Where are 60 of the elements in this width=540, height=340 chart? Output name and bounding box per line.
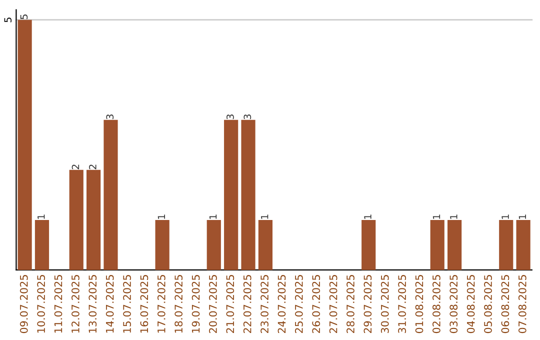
bar	[516, 220, 530, 270]
x-tick-label: 11.07.2025	[54, 275, 62, 333]
bar	[362, 220, 376, 270]
x-tick-label: 13.07.2025	[88, 275, 97, 333]
x-tick-label: 31.07.2025	[398, 275, 406, 333]
bar	[447, 220, 462, 270]
data-label: 1	[432, 214, 440, 219]
data-label: 1	[502, 214, 509, 219]
data-label: 3	[106, 114, 114, 120]
x-tick-label: 10.07.2025	[37, 275, 46, 333]
x-tick-label: 16.07.2025	[140, 275, 148, 333]
bar	[69, 170, 84, 270]
x-tick-label: 03.08.2025	[450, 275, 458, 334]
x-tick-label: 30.07.2025	[380, 275, 389, 333]
x-tick-label: 04.08.2025	[466, 275, 475, 334]
x-tick-label: 18.07.2025	[174, 275, 183, 333]
data-label: 1	[450, 214, 458, 219]
x-tick-label: 07.08.2025	[518, 275, 526, 334]
x-tick-label: 19.07.2025	[192, 275, 200, 333]
x-tick-label: 02.08.2025	[432, 275, 440, 334]
x-tick-label: 05.08.2025	[484, 275, 492, 334]
x-tick-label: 24.07.2025	[278, 275, 286, 334]
data-label: 3	[226, 114, 234, 120]
data-label: 3	[244, 114, 252, 120]
bar	[155, 220, 170, 270]
bar	[104, 120, 118, 270]
data-label: 2	[72, 164, 80, 170]
x-tick-label: 14.07.2025	[106, 275, 114, 333]
data-label: 1	[518, 214, 526, 219]
data-label: 1	[158, 214, 165, 219]
bar	[18, 20, 32, 270]
x-tick-label: 28.07.2025	[346, 275, 354, 334]
data-label: 1	[38, 214, 45, 219]
bar	[206, 220, 221, 270]
x-tick-label: 15.07.2025	[123, 275, 131, 333]
x-tick-label: 20.07.2025	[209, 275, 217, 334]
bar	[224, 120, 238, 270]
x-tick-label: 29.07.2025	[364, 275, 372, 334]
data-label: 2	[89, 164, 96, 170]
bar	[499, 220, 514, 270]
bar	[241, 120, 256, 270]
bar	[34, 220, 50, 270]
data-label: 1	[364, 214, 372, 219]
bar	[258, 220, 273, 270]
x-tick-label: 23.07.2025	[260, 275, 268, 334]
x-tick-label: 21.07.2025	[226, 275, 234, 334]
x-tick-label: 09.07.2025	[20, 275, 28, 334]
x-tick-label: 17.07.2025	[157, 275, 166, 333]
x-tick-label: 25.07.2025	[294, 275, 303, 334]
data-label: 1	[209, 214, 217, 219]
x-tick-label: 22.07.2025	[243, 275, 252, 334]
x-tick-label: 27.07.2025	[329, 275, 338, 334]
x-tick-label: 26.07.2025	[312, 275, 320, 334]
x-tick-label: 06.08.2025	[501, 275, 510, 334]
bar	[430, 220, 444, 270]
x-tick-label: 12.07.2025	[72, 275, 80, 333]
data-label: 1	[261, 214, 268, 219]
x-tick-label: 01.08.2025	[415, 275, 424, 334]
bar	[86, 170, 101, 270]
data-label: 5	[20, 14, 28, 20]
